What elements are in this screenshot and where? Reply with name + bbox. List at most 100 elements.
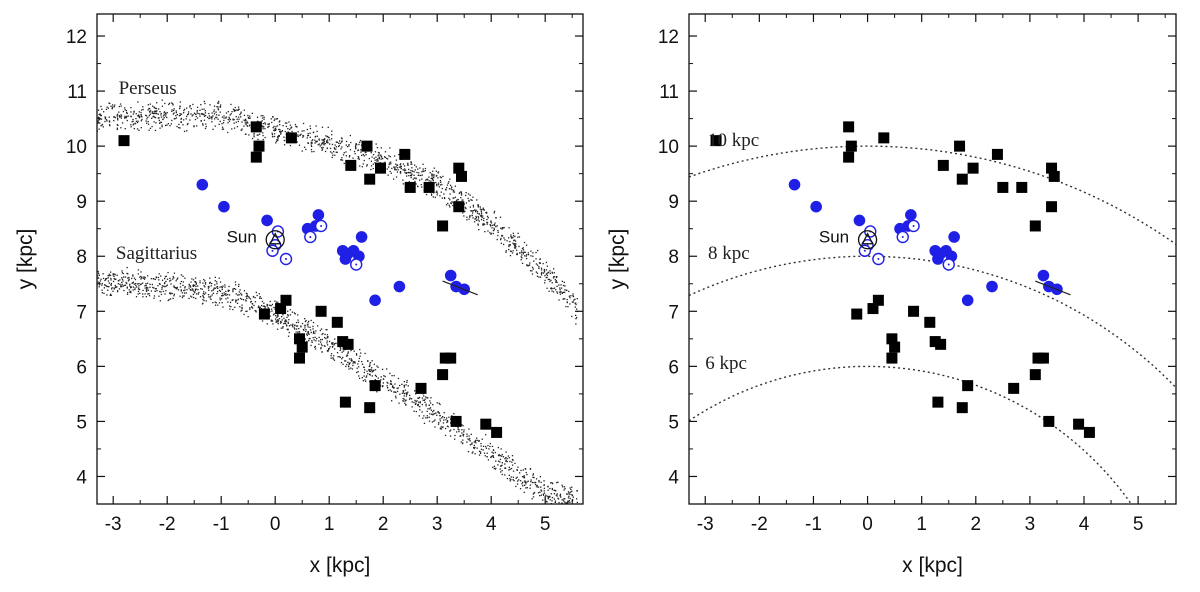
arm-dot <box>575 316 578 319</box>
sun-triangle <box>861 232 874 245</box>
arm-dot <box>360 149 362 151</box>
arm-dot <box>532 473 535 475</box>
arm-dot <box>262 134 264 137</box>
arm-dot <box>461 199 463 201</box>
arm-dot <box>509 478 511 480</box>
arm-dot <box>164 286 166 288</box>
arm-dot <box>377 160 379 162</box>
arm-dot <box>566 493 568 495</box>
square-point <box>872 294 884 306</box>
arm-dot <box>419 409 421 411</box>
arm-dot <box>243 290 246 292</box>
arm-dot <box>429 413 431 415</box>
arm-dot <box>258 293 260 295</box>
square-point <box>867 303 879 315</box>
arm-dot <box>568 492 570 494</box>
arm-dot <box>138 111 140 113</box>
arm-dot <box>480 214 483 216</box>
arm-dot <box>555 281 557 283</box>
arm-dot <box>419 401 421 403</box>
arm-dot <box>572 295 575 298</box>
arm-dot <box>274 127 276 130</box>
arm-dot <box>334 343 336 345</box>
arm-dot <box>354 362 356 364</box>
filled-circle-point <box>369 294 381 307</box>
arm-dot <box>446 184 449 186</box>
arm-dot <box>173 293 175 295</box>
arm-dot <box>302 328 305 331</box>
arm-dot <box>378 154 380 156</box>
arm-dot <box>497 454 500 457</box>
arm-dot <box>576 490 578 492</box>
x-tick-label: 3 <box>1025 514 1036 535</box>
arm-dot <box>221 287 223 289</box>
arm-dot <box>126 266 128 269</box>
arm-dot <box>253 304 255 307</box>
arm-dot <box>569 487 571 489</box>
arm-dot <box>155 288 157 290</box>
arm-dot <box>216 283 218 285</box>
arm-dot <box>415 166 417 168</box>
arm-dot <box>101 282 103 285</box>
arm-dot <box>183 112 185 114</box>
arm-dot <box>511 455 514 457</box>
arm-dot <box>185 118 187 120</box>
arm-dot <box>276 315 279 317</box>
arm-dot <box>261 320 264 322</box>
arm-dot <box>414 390 416 392</box>
arm-dot <box>241 298 243 300</box>
arm-dot <box>227 293 229 296</box>
arm-dot <box>217 304 219 306</box>
arm-dot <box>158 119 160 121</box>
arm-dot <box>410 176 412 179</box>
arm-dot <box>227 122 229 124</box>
arm-dot <box>314 345 316 348</box>
arm-dot <box>526 473 528 476</box>
arm-dot <box>447 182 449 184</box>
motion-line <box>1035 280 1071 296</box>
arm-dot <box>240 129 242 131</box>
arm-dot <box>341 141 343 143</box>
arm-dot <box>493 229 495 231</box>
arm-dot <box>452 191 454 193</box>
arm-dot <box>214 304 217 306</box>
arm-dot <box>259 133 261 135</box>
arm-dot <box>389 156 391 158</box>
arm-dot <box>190 108 192 110</box>
arm-dot <box>176 125 178 128</box>
arm-dot <box>148 129 150 131</box>
arm-dot <box>559 291 561 293</box>
arm-dot <box>360 151 362 153</box>
arm-dot <box>446 417 448 419</box>
arm-dot <box>237 299 239 301</box>
arm-dot <box>566 502 568 504</box>
arm-dot <box>275 118 278 120</box>
arm-dot <box>112 274 114 276</box>
arm-dot <box>196 109 198 112</box>
arm-label: Sagittarius <box>116 243 197 264</box>
open-circle-center <box>912 224 915 227</box>
arm-dot <box>535 263 538 265</box>
arm-dot <box>137 120 139 122</box>
arm-dot <box>132 275 134 277</box>
arm-dot <box>538 262 541 264</box>
arm-dot <box>320 147 323 149</box>
arm-dot <box>320 339 322 341</box>
arm-dot <box>399 384 401 387</box>
arm-dot <box>416 400 418 402</box>
arm-dot <box>126 119 128 122</box>
arm-dot <box>217 290 219 293</box>
arm-dot <box>116 116 119 118</box>
arm-dot <box>437 411 439 413</box>
arm-dot <box>315 330 317 332</box>
square-point <box>1048 170 1060 182</box>
arm-dot <box>184 277 186 279</box>
arm-dot <box>565 305 567 308</box>
arm-dot <box>439 414 441 417</box>
arm-dot <box>191 278 193 280</box>
arm-dot <box>318 138 320 140</box>
arm-dot <box>493 227 495 229</box>
arm-dot <box>161 126 163 128</box>
arm-dot <box>321 333 323 336</box>
arm-dot <box>390 380 392 382</box>
